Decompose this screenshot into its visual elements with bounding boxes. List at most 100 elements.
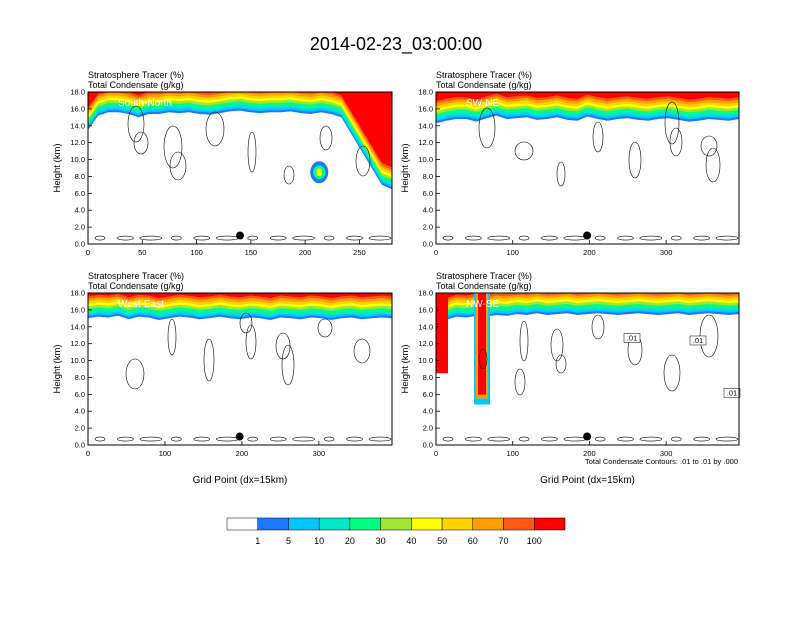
y-tick-label: 12.0 — [418, 339, 433, 348]
x-axis-label: Grid Point (dx=15km) — [540, 475, 635, 486]
low-contour-6 — [247, 235, 259, 241]
low-contour-8 — [292, 436, 315, 442]
condensate-contour-7 — [664, 101, 680, 145]
condensate-contour-0 — [245, 324, 257, 360]
low-contour-4 — [193, 436, 211, 442]
condensate-contour-1 — [281, 344, 295, 386]
y-tick-label: 12.0 — [70, 339, 85, 348]
condensate-contour-0 — [669, 127, 683, 157]
condensate-contour-3 — [514, 141, 534, 161]
colorbar-label-8: 70 — [499, 536, 509, 546]
contour-label-box — [689, 335, 707, 346]
location-marker — [236, 231, 244, 240]
tracer-band-0 — [436, 293, 739, 374]
panel-west-east: 0.0 2.0 4.0 6.0 8.0 10.0 12.0 14.0 16.0 18.0 0 100 2… — [52, 271, 393, 486]
y-tick-label: 4.0 — [75, 407, 85, 416]
plot-frame — [435, 292, 740, 446]
tracer-band-1 — [436, 293, 739, 372]
contour-label-box — [623, 333, 641, 343]
condensate-contour-1 — [555, 354, 567, 374]
y-tick-label: 14.0 — [418, 322, 433, 331]
y-tick-label: 8.0 — [423, 172, 433, 181]
x-tick-label: 200 — [583, 248, 596, 257]
plot-frame — [87, 91, 393, 245]
condensate-contour-2 — [591, 314, 605, 340]
condensate-contours — [94, 312, 392, 442]
y-tick-label: 6.0 — [423, 390, 433, 399]
panel-name-label: NW-SE — [466, 299, 499, 310]
low-contour-0 — [442, 436, 454, 442]
y-tick-label: 18.0 — [418, 289, 433, 298]
condensate-contour-8 — [163, 125, 183, 169]
low-contour-4 — [541, 235, 558, 241]
colorbar-label-6: 50 — [437, 536, 447, 546]
condensate-contour-3 — [247, 131, 257, 173]
colorbar-label-1: 5 — [286, 536, 291, 546]
x-tick-label: 200 — [583, 449, 596, 458]
y-tick-label: 10.0 — [70, 356, 85, 365]
panel-title-tracer: Stratosphere Tracer (%) — [88, 70, 184, 80]
low-contour-1 — [117, 235, 134, 241]
colorbar-label-2: 10 — [314, 536, 324, 546]
colorbar-swatch-3 — [318, 517, 351, 531]
panel-title-condensate: Total Condensate (g/kg) — [88, 80, 184, 90]
contour-label: .01 — [627, 333, 637, 342]
condensate-contour-8 — [550, 328, 564, 362]
colorbar-swatch-9 — [503, 517, 535, 531]
condensate-contour-5 — [592, 121, 604, 153]
plot-frame — [87, 292, 393, 446]
x-tick-label: 300 — [313, 449, 326, 458]
y-tick-label: 2.0 — [423, 424, 433, 433]
panel-name-label: SW-NE — [466, 98, 499, 109]
low-contour-11 — [715, 436, 739, 442]
low-contour-7 — [269, 235, 287, 241]
y-tick-label: 4.0 — [75, 206, 85, 215]
contour-footnote: Total Condensate Contours: .01 to .01 by… — [585, 457, 738, 466]
condensate-contour-6 — [628, 141, 642, 179]
colorbar-swatch-10 — [534, 517, 566, 531]
y-tick-label: 16.0 — [70, 305, 85, 314]
colorbar-swatch-2 — [288, 517, 320, 531]
tracer-band-9 — [88, 92, 392, 168]
y-axis-label: Height (km) — [400, 143, 411, 192]
tracer-band-9 — [436, 92, 739, 102]
condensate-contour-1 — [705, 147, 721, 183]
condensate-contour-5 — [319, 125, 333, 151]
tracer-field — [436, 293, 739, 405]
x-tick-label: 250 — [353, 248, 366, 257]
y-tick-label: 2.0 — [423, 223, 433, 232]
tracer-band-9 — [88, 293, 392, 299]
condensate-contours — [94, 105, 392, 241]
low-contour-10 — [693, 235, 710, 241]
contour-label: .01 — [727, 388, 737, 397]
condensate-contour-8 — [700, 135, 718, 157]
low-contour-2 — [139, 436, 163, 442]
contour-label: .01 — [693, 336, 703, 345]
y-tick-label: 6.0 — [423, 189, 433, 198]
tracer-field — [88, 293, 392, 320]
low-contour-4 — [541, 436, 558, 442]
colorbar-label-9: 100 — [527, 536, 542, 546]
colorbar-label-3: 20 — [345, 536, 355, 546]
x-tick-label: 0 — [86, 248, 90, 257]
condensate-contour-6 — [203, 338, 215, 382]
location-marker — [583, 432, 592, 441]
y-axis-label: Height (km) — [52, 143, 63, 192]
y-tick-label: 0.0 — [75, 441, 85, 450]
condensate-contour-2 — [317, 318, 333, 338]
y-tick-label: 8.0 — [75, 373, 85, 382]
colorbar-label-4: 30 — [376, 536, 386, 546]
condensate-contour-8 — [275, 332, 291, 360]
low-contour-2 — [487, 436, 511, 442]
low-contour-10 — [346, 436, 363, 442]
low-contour-6 — [594, 235, 606, 241]
condensate-contour-5 — [167, 318, 177, 356]
tracer-field — [436, 92, 739, 124]
x-tick-label: 0 — [86, 449, 90, 458]
condensate-contour-4 — [283, 165, 295, 185]
low-contour-0 — [94, 436, 106, 442]
panel-title-tracer: Stratosphere Tracer (%) — [436, 271, 532, 281]
contour-label-box — [723, 388, 741, 398]
x-tick-label: 150 — [245, 248, 258, 257]
low-contour-7 — [617, 436, 634, 442]
